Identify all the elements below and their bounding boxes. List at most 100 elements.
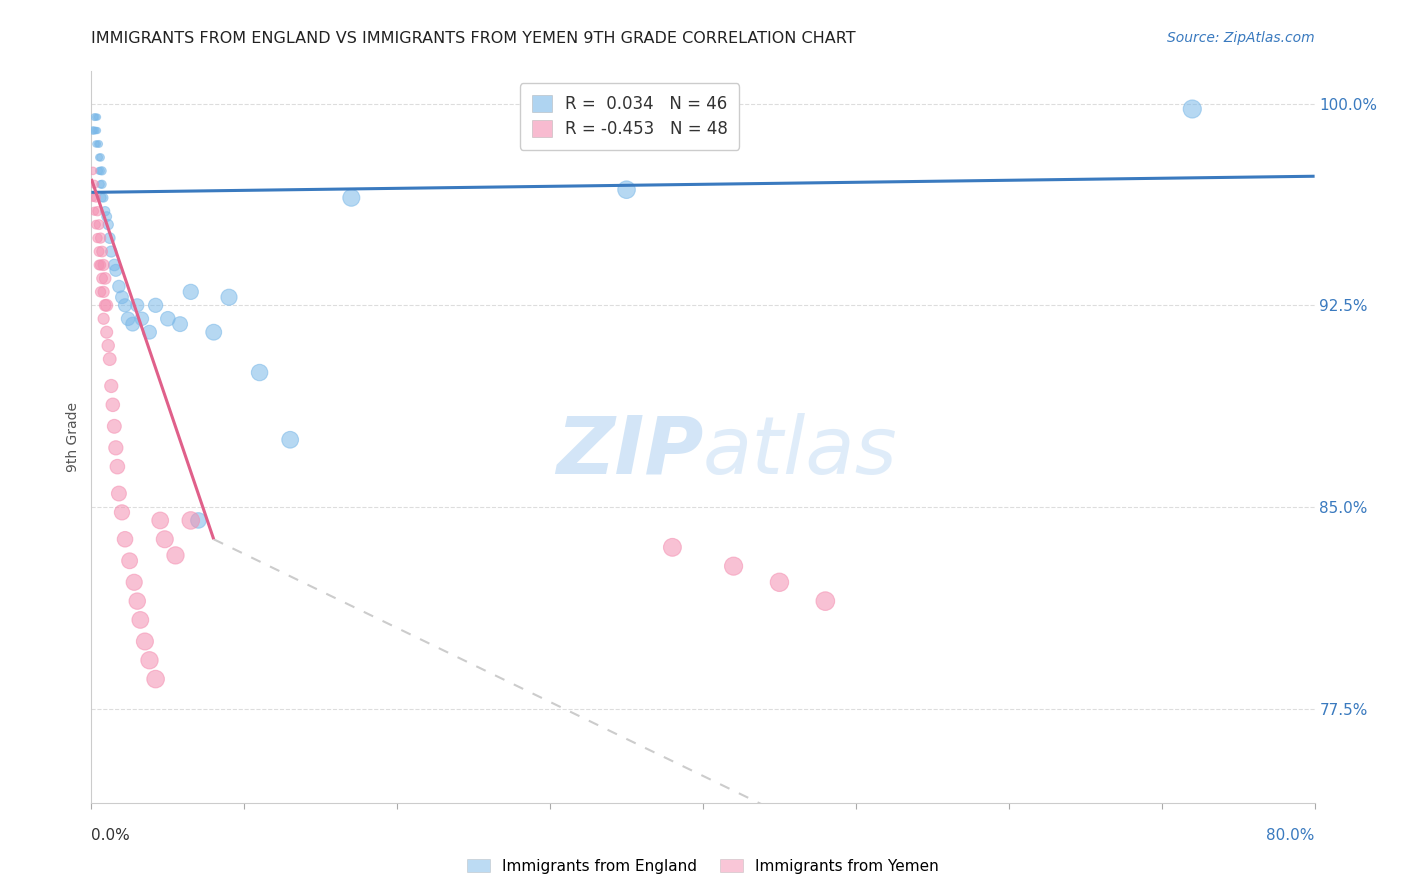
- Point: [169, 317, 191, 331]
- Point: [149, 513, 172, 527]
- Point: [100, 244, 122, 259]
- Point: [84, 136, 107, 151]
- Point: [121, 317, 143, 331]
- Point: [86, 231, 108, 245]
- Y-axis label: 9th Grade: 9th Grade: [66, 402, 80, 472]
- Point: [87, 218, 110, 232]
- Point: [94, 271, 117, 285]
- Point: [94, 298, 117, 312]
- Point: [87, 258, 110, 272]
- Point: [84, 218, 107, 232]
- Point: [768, 575, 790, 590]
- Point: [91, 244, 114, 259]
- Point: [84, 191, 107, 205]
- Point: [86, 123, 108, 137]
- Point: [91, 191, 114, 205]
- Point: [84, 123, 107, 137]
- Point: [165, 549, 187, 563]
- Point: [86, 136, 108, 151]
- Point: [129, 613, 152, 627]
- Point: [97, 338, 120, 352]
- Point: [86, 204, 108, 219]
- Point: [127, 298, 149, 312]
- Point: [90, 258, 112, 272]
- Point: [723, 559, 745, 574]
- Point: [93, 191, 115, 205]
- Point: [96, 210, 118, 224]
- Point: [118, 554, 141, 568]
- Point: [83, 204, 105, 219]
- Point: [111, 290, 134, 304]
- Text: IMMIGRANTS FROM ENGLAND VS IMMIGRANTS FROM YEMEN 9TH GRADE CORRELATION CHART: IMMIGRANTS FROM ENGLAND VS IMMIGRANTS FR…: [91, 31, 856, 46]
- Text: Source: ZipAtlas.com: Source: ZipAtlas.com: [1167, 31, 1315, 45]
- Point: [1181, 102, 1204, 116]
- Point: [218, 290, 240, 304]
- Point: [111, 505, 134, 519]
- Legend: R =  0.034   N = 46, R = -0.453   N = 48: R = 0.034 N = 46, R = -0.453 N = 48: [520, 83, 740, 150]
- Point: [86, 110, 108, 124]
- Point: [108, 279, 131, 293]
- Point: [91, 271, 114, 285]
- Point: [101, 398, 124, 412]
- Point: [94, 204, 117, 219]
- Point: [104, 441, 127, 455]
- Point: [96, 298, 118, 312]
- Point: [82, 164, 104, 178]
- Point: [100, 379, 122, 393]
- Point: [145, 298, 167, 312]
- Point: [814, 594, 837, 608]
- Point: [91, 178, 114, 192]
- Point: [134, 634, 156, 648]
- Point: [87, 244, 110, 259]
- Point: [180, 513, 202, 527]
- Point: [87, 150, 110, 164]
- Legend: Immigrants from England, Immigrants from Yemen: Immigrants from England, Immigrants from…: [461, 853, 945, 880]
- Point: [145, 672, 167, 686]
- Point: [127, 594, 149, 608]
- Point: [87, 164, 110, 178]
- Point: [117, 311, 139, 326]
- Point: [249, 366, 271, 380]
- Point: [104, 263, 127, 277]
- Text: 80.0%: 80.0%: [1267, 828, 1315, 843]
- Point: [83, 178, 105, 192]
- Point: [340, 191, 363, 205]
- Point: [93, 285, 115, 299]
- Point: [98, 231, 121, 245]
- Point: [97, 218, 120, 232]
- Point: [90, 231, 112, 245]
- Point: [153, 533, 176, 547]
- Point: [93, 258, 115, 272]
- Point: [180, 285, 202, 299]
- Point: [87, 136, 110, 151]
- Point: [156, 311, 179, 326]
- Point: [90, 150, 112, 164]
- Point: [278, 433, 301, 447]
- Point: [616, 183, 638, 197]
- Point: [202, 325, 225, 339]
- Point: [103, 258, 125, 272]
- Point: [131, 311, 153, 326]
- Point: [138, 653, 160, 667]
- Point: [91, 164, 114, 178]
- Point: [114, 533, 136, 547]
- Point: [105, 459, 128, 474]
- Text: 0.0%: 0.0%: [91, 828, 131, 843]
- Point: [103, 419, 125, 434]
- Point: [98, 352, 121, 367]
- Point: [83, 110, 105, 124]
- Point: [138, 325, 160, 339]
- Point: [90, 178, 112, 192]
- Point: [83, 123, 105, 137]
- Point: [82, 123, 104, 137]
- Point: [82, 191, 104, 205]
- Point: [108, 486, 131, 500]
- Point: [187, 513, 209, 527]
- Point: [122, 575, 145, 590]
- Point: [114, 298, 136, 312]
- Point: [93, 311, 115, 326]
- Point: [96, 325, 118, 339]
- Point: [90, 164, 112, 178]
- Text: ZIP: ZIP: [555, 413, 703, 491]
- Text: atlas: atlas: [703, 413, 898, 491]
